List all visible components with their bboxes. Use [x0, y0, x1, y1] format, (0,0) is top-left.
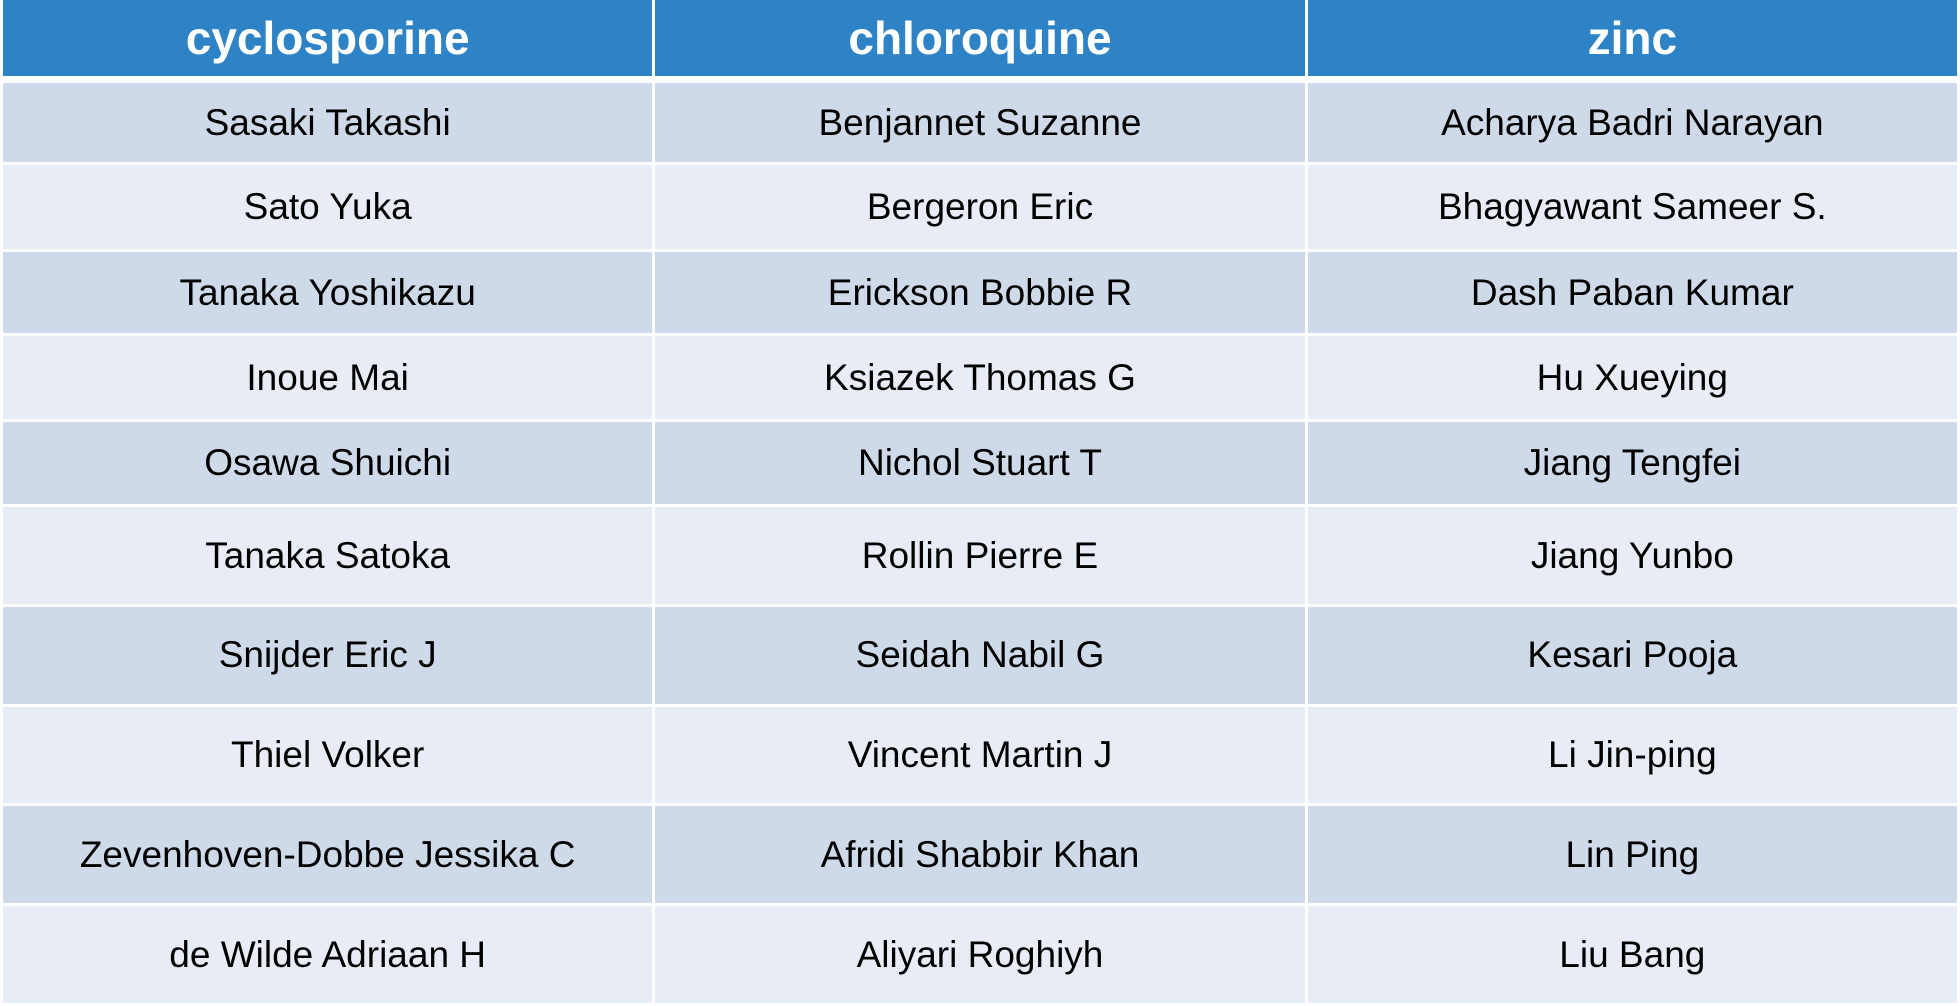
table-cell: Liu Bang — [1304, 903, 1960, 1006]
table-cell: Thiel Volker — [0, 703, 656, 807]
table-cell: Osawa Shuichi — [0, 418, 656, 508]
table-row: Tanaka Yoshikazu Erickson Bobbie R Dash … — [0, 248, 1960, 337]
table-row: Sato Yuka Bergeron Eric Bhagyawant Samee… — [0, 162, 1960, 252]
table-cell: Lin Ping — [1304, 803, 1960, 907]
table-cell: Afridi Shabbir Khan — [652, 803, 1308, 907]
table-row: Snijder Eric J Seidah Nabil G Kesari Poo… — [0, 604, 1960, 707]
column-header-zinc: zinc — [1304, 0, 1960, 83]
table-row: Osawa Shuichi Nichol Stuart T Jiang Teng… — [0, 418, 1960, 508]
table-row: Zevenhoven-Dobbe Jessika C Afridi Shabbi… — [0, 803, 1960, 907]
table-cell: Zevenhoven-Dobbe Jessika C — [0, 803, 656, 907]
table-cell: Sato Yuka — [0, 162, 656, 252]
header-row: cyclosporine chloroquine zinc — [0, 0, 1960, 83]
table-cell: Erickson Bobbie R — [652, 248, 1308, 337]
table-cell: Tanaka Yoshikazu — [0, 248, 656, 337]
table-cell: Bhagyawant Sameer S. — [1304, 162, 1960, 252]
table-cell: Kesari Pooja — [1304, 604, 1960, 707]
table-cell: Jiang Yunbo — [1304, 504, 1960, 608]
table-cell: Seidah Nabil G — [652, 604, 1308, 707]
table-body: Sasaki Takashi Benjannet Suzanne Acharya… — [0, 77, 1960, 1006]
table-cell: Aliyari Roghiyh — [652, 903, 1308, 1006]
table-cell: Hu Xueying — [1304, 333, 1960, 422]
table-cell: Tanaka Satoka — [0, 504, 656, 608]
table-cell: Dash Paban Kumar — [1304, 248, 1960, 337]
table-header: cyclosporine chloroquine zinc — [0, 0, 1960, 83]
column-header-cyclosporine: cyclosporine — [0, 0, 656, 83]
column-header-chloroquine: chloroquine — [652, 0, 1308, 83]
table-cell: Jiang Tengfei — [1304, 418, 1960, 508]
table-cell: Rollin Pierre E — [652, 504, 1308, 608]
table-cell: Inoue Mai — [0, 333, 656, 422]
table-cell: Bergeron Eric — [652, 162, 1308, 252]
table-cell: Li Jin-ping — [1304, 703, 1960, 807]
table-row: Inoue Mai Ksiazek Thomas G Hu Xueying — [0, 333, 1960, 422]
table-cell: Snijder Eric J — [0, 604, 656, 707]
table-row: Thiel Volker Vincent Martin J Li Jin-pin… — [0, 703, 1960, 807]
table-row: de Wilde Adriaan H Aliyari Roghiyh Liu B… — [0, 903, 1960, 1006]
table-row: Tanaka Satoka Rollin Pierre E Jiang Yunb… — [0, 504, 1960, 608]
table-cell: de Wilde Adriaan H — [0, 903, 656, 1006]
table-row: Sasaki Takashi Benjannet Suzanne Acharya… — [0, 77, 1960, 166]
table-cell: Acharya Badri Narayan — [1304, 77, 1960, 166]
table-cell: Benjannet Suzanne — [652, 77, 1308, 166]
table-cell: Ksiazek Thomas G — [652, 333, 1308, 422]
table-cell: Vincent Martin J — [652, 703, 1308, 807]
table-cell: Nichol Stuart T — [652, 418, 1308, 508]
table-cell: Sasaki Takashi — [0, 77, 656, 166]
